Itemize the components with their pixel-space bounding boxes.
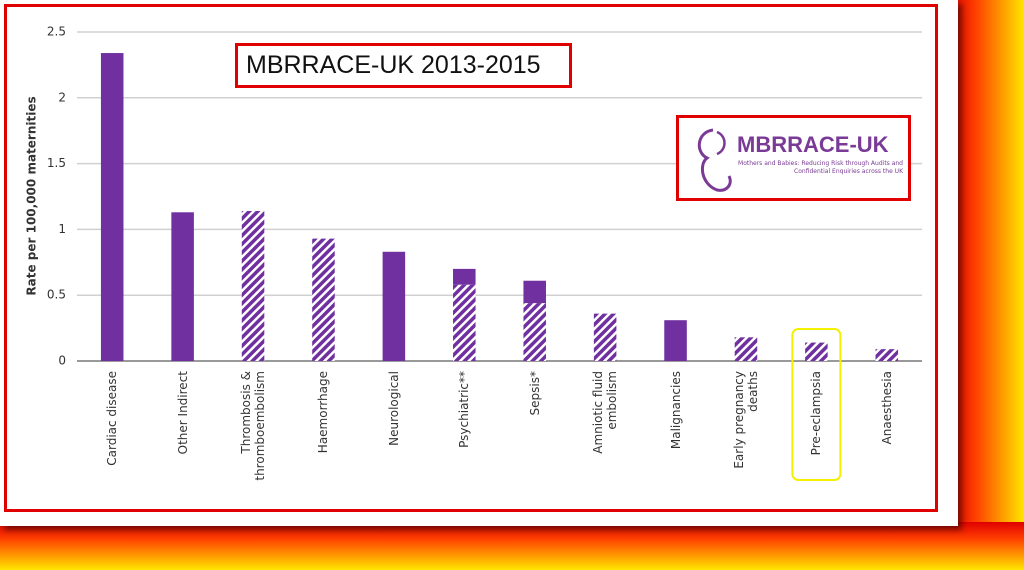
x-tick-label: Early pregnancy deaths bbox=[731, 371, 760, 469]
border-gradient bbox=[950, 0, 1024, 570]
x-tick-label: Sepsis* bbox=[527, 371, 542, 416]
x-tick-label: Psychiatric** bbox=[457, 371, 472, 448]
y-tick-label: 0 bbox=[58, 354, 66, 368]
bar-segment bbox=[875, 349, 899, 361]
logo-tagline: Mothers and Babies: Reducing Risk throug… bbox=[738, 160, 903, 175]
bar-segment bbox=[593, 313, 617, 361]
bar-segment bbox=[312, 238, 335, 361]
x-tick-label: Malignancies bbox=[668, 371, 683, 450]
bar-segment bbox=[382, 251, 406, 361]
y-tick-label: 1 bbox=[58, 222, 66, 236]
x-tick-label: Other Indirect bbox=[175, 371, 190, 455]
y-tick-label: 1.5 bbox=[47, 156, 66, 170]
logo: MBRRACE-UK Mothers and Babies: Reducing … bbox=[676, 115, 911, 201]
logo-icon bbox=[697, 128, 732, 192]
x-tick-label: Cardiac disease bbox=[105, 371, 120, 466]
bar-segment bbox=[171, 212, 194, 361]
y-tick-label: 2.5 bbox=[47, 25, 66, 39]
bar-segment bbox=[523, 303, 546, 361]
chart-title: MBRRACE-UK 2013-2015 bbox=[235, 43, 572, 88]
border-gradient bbox=[0, 522, 1024, 570]
y-axis-label: Rate per 100,000 maternities bbox=[25, 96, 39, 295]
logo-name: MBRRACE-UK bbox=[737, 132, 889, 157]
bar-segment bbox=[734, 337, 758, 361]
x-tick-label: Anaesthesia bbox=[879, 371, 894, 445]
bar-segment bbox=[664, 320, 687, 361]
bar-segment bbox=[805, 342, 828, 361]
y-tick-label: 2 bbox=[58, 90, 66, 104]
frame bbox=[4, 4, 938, 512]
highlight-box bbox=[791, 328, 842, 481]
bar-segment bbox=[453, 284, 476, 361]
x-tick-label: Thrombosis & thromboembolism bbox=[239, 371, 268, 481]
x-tick-label: Pre-eclampsia bbox=[809, 371, 824, 456]
x-tick-label: Amniotic fluid embolism bbox=[591, 371, 620, 454]
x-tick-label: Haemorrhage bbox=[316, 371, 331, 454]
bar-segment bbox=[453, 268, 476, 285]
x-tick-label: Neurological bbox=[386, 371, 401, 446]
bar-segment bbox=[523, 280, 546, 304]
y-tick-label: 0.5 bbox=[47, 288, 66, 302]
bar-segment bbox=[100, 53, 124, 361]
bar-segment bbox=[241, 210, 265, 361]
